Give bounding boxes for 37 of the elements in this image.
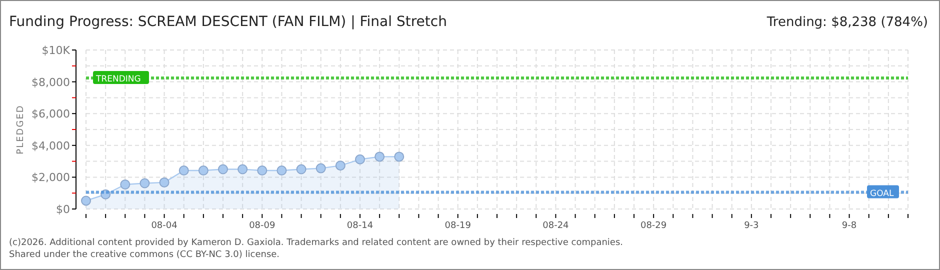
x-tick-label: 08-24 (542, 221, 570, 231)
y-tick-label: $6,000 (32, 108, 70, 121)
ref-line-label: GOAL (870, 188, 894, 199)
point (257, 166, 268, 176)
x-tick-label: 9-8 (842, 221, 857, 231)
ref-line-label: TRENDING (95, 74, 141, 85)
y-axis-title: PLEDGED (16, 104, 26, 154)
x-tick-label: 08-04 (151, 221, 178, 231)
point (120, 180, 130, 190)
point (316, 163, 326, 174)
text: Shared under the creative commons (CC BY-NC 3.0) license. (9, 250, 280, 260)
point (276, 166, 287, 176)
point (218, 164, 228, 174)
chart-subtitle: Trending: $8,238 (784%) (766, 15, 928, 30)
x-tick-label: 9-3 (744, 221, 759, 231)
chart-title: Funding Progress: SCREAM DESCENT (FAN FILM) | Final Stretch (9, 14, 447, 30)
point (335, 160, 346, 171)
x-tick-label: 08-19 (444, 221, 472, 231)
point (238, 164, 248, 174)
point (140, 178, 150, 188)
point (178, 166, 189, 176)
x-tick-label: 08-14 (346, 221, 374, 231)
y-tick-label: $10K (42, 44, 71, 57)
point (394, 152, 404, 162)
y-tick-label: $8,000 (32, 76, 70, 89)
point (296, 164, 306, 174)
x-tick-label: 08-29 (640, 221, 667, 231)
point (198, 166, 208, 176)
point (355, 154, 365, 164)
y-tick-label: $2,000 (32, 171, 70, 184)
y-tick-label: $0 (56, 203, 70, 216)
y-tick-label: $4,000 (32, 139, 70, 152)
point (81, 196, 91, 206)
text: (c)2026. Additional content provided by Kameron D. Gaxiola. Trademarks and related content are owned by their respective companies. (9, 238, 624, 248)
x-tick-label: 08-09 (249, 221, 276, 231)
point (374, 152, 385, 162)
point (159, 177, 170, 188)
